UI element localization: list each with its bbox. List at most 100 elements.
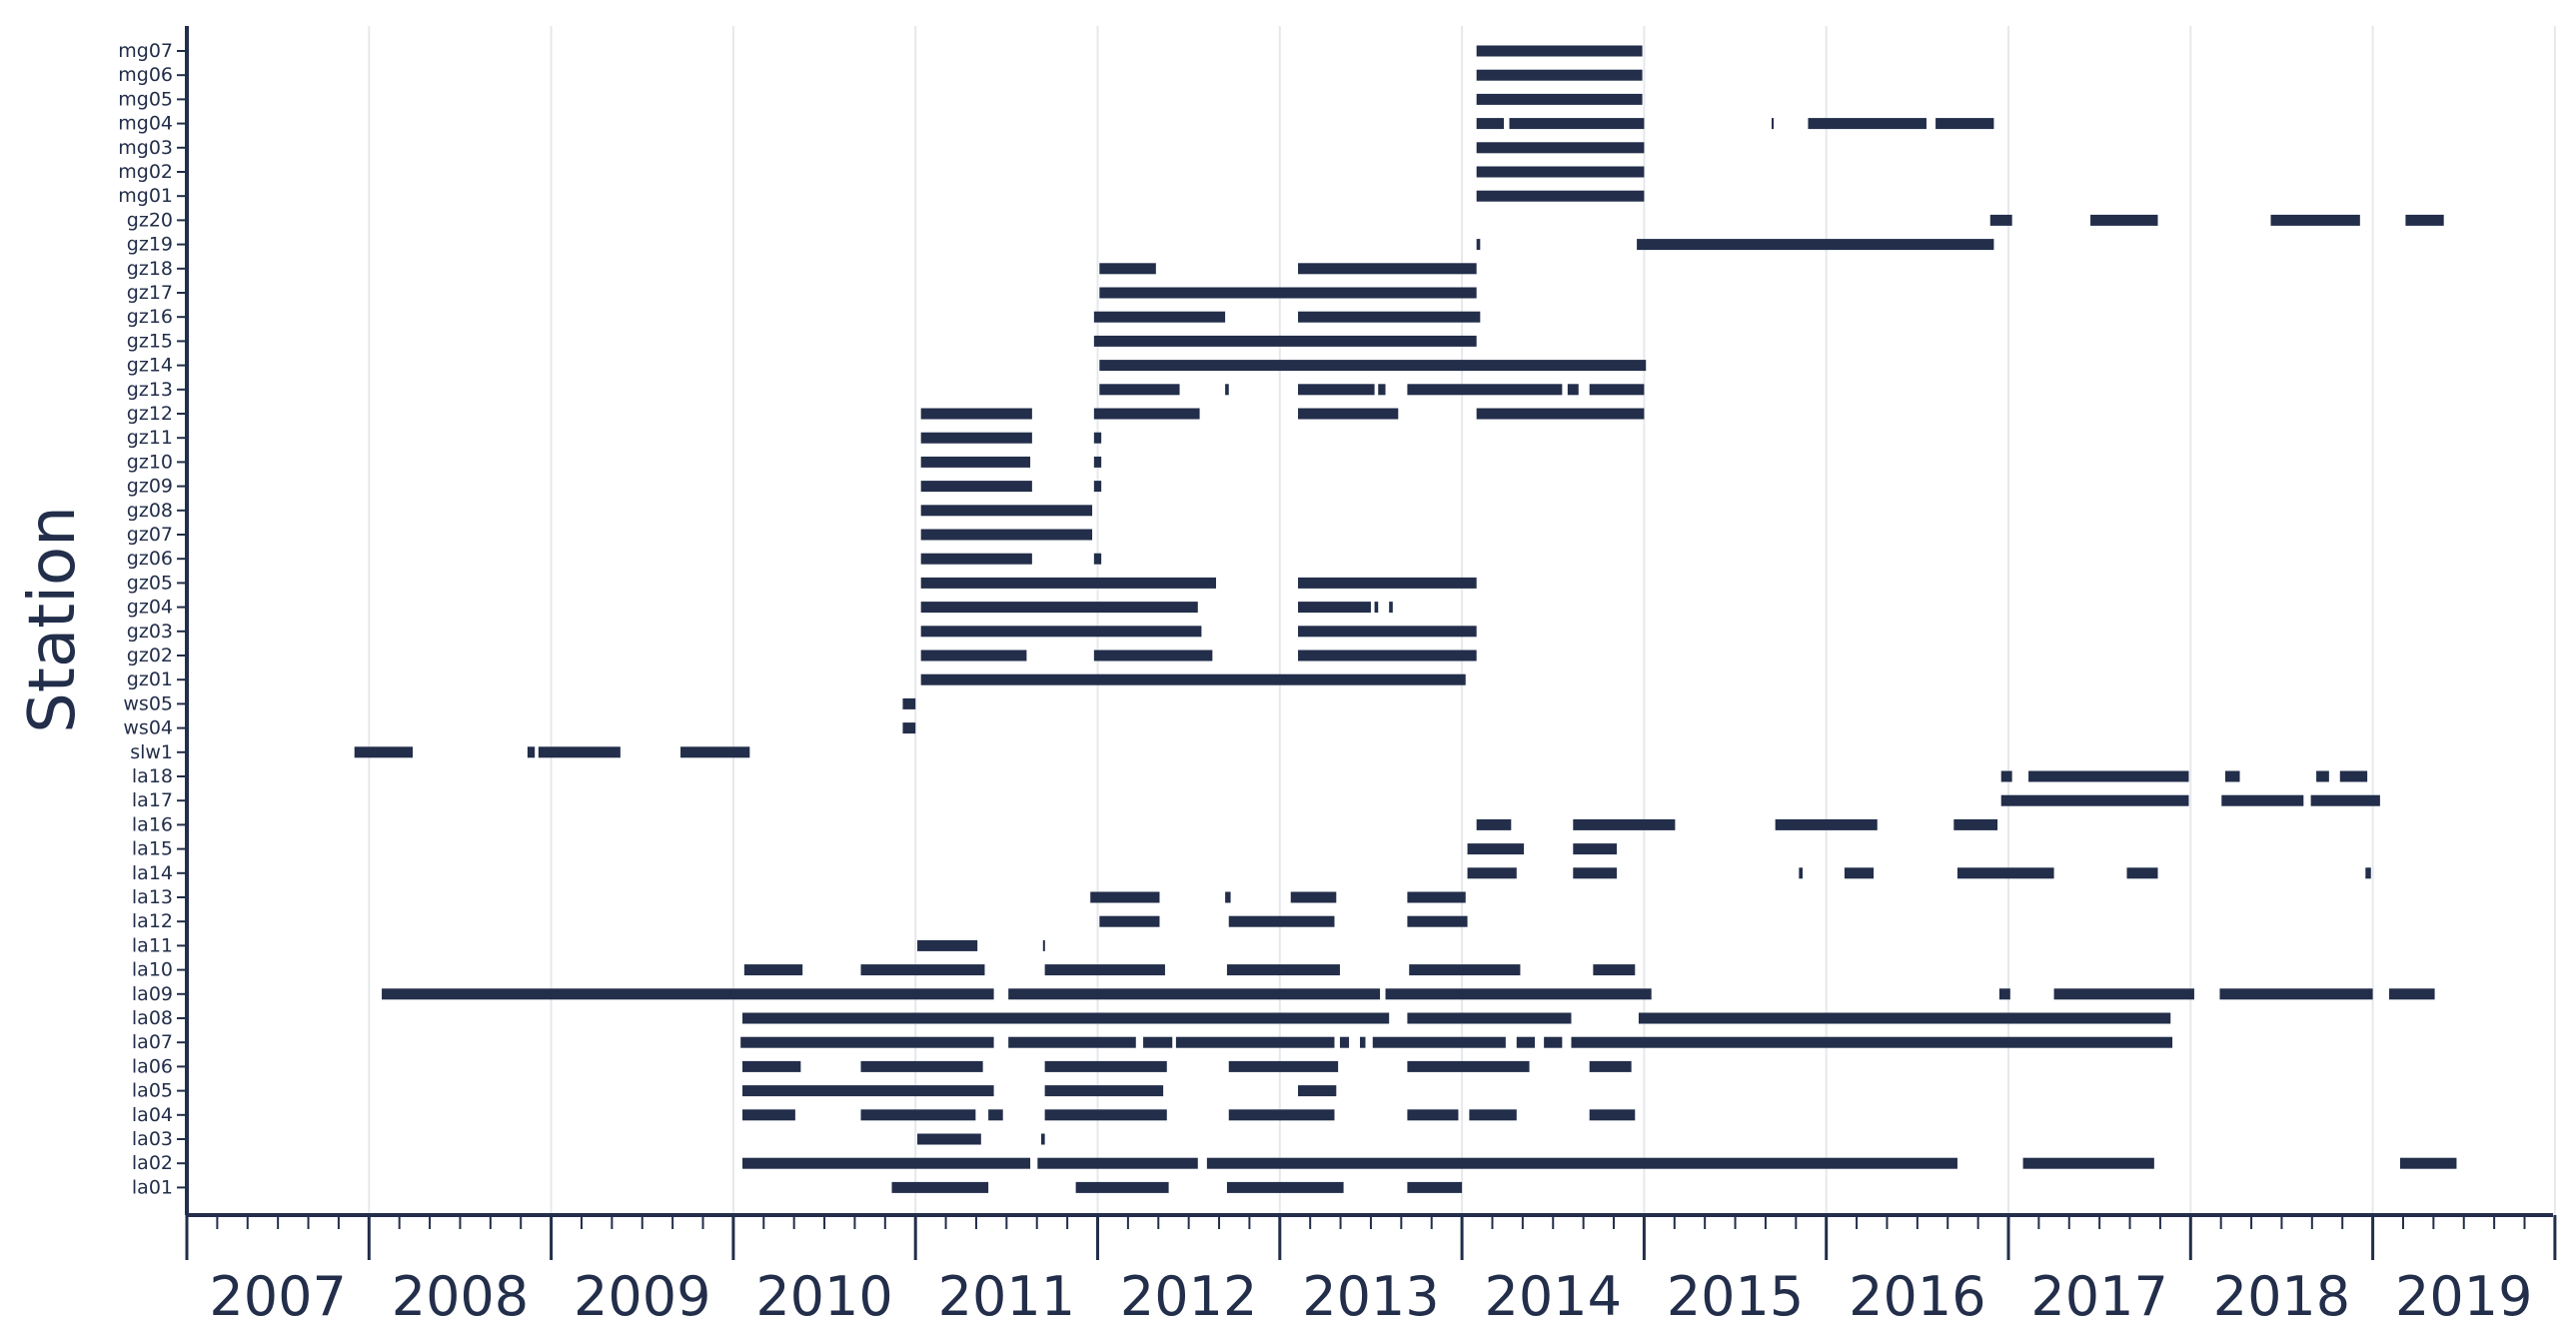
segment-gz12-1	[1093, 408, 1200, 420]
segment-mg06-0	[1476, 69, 1643, 81]
segment-la08-1	[1407, 1012, 1572, 1024]
segment-la14-2	[1799, 867, 1804, 879]
segment-gz07-0	[920, 529, 1093, 541]
segment-gz11-0	[920, 432, 1032, 444]
y-tick-label: mg06	[118, 64, 173, 86]
station-row-gz03	[920, 626, 1477, 638]
x-tick-label: 2019	[2395, 1265, 2532, 1328]
y-tick-label: la10	[132, 959, 173, 981]
y-tick-label: gz05	[127, 572, 173, 594]
segment-gz13-1	[1225, 384, 1229, 396]
station-row-mg04	[1476, 118, 1994, 130]
station-row-la11	[917, 939, 1045, 951]
station-row-ws05	[902, 697, 916, 709]
segment-mg04-1	[1509, 118, 1645, 130]
station-row-gz04	[920, 602, 1393, 614]
segment-gz04-1	[1298, 602, 1371, 614]
segment-gz13-2	[1298, 384, 1375, 396]
segment-gz20-3	[2405, 214, 2444, 226]
y-tick-label: la15	[132, 838, 173, 860]
y-tick-label: gz06	[127, 548, 173, 570]
segment-la10-4	[1409, 964, 1521, 976]
segment-la18-1	[2028, 770, 2189, 782]
segment-la01-1	[1075, 1181, 1169, 1193]
segment-la13-2	[1290, 891, 1337, 903]
x-tick-label: 2016	[1849, 1265, 1985, 1328]
segment-la10-2	[1044, 964, 1165, 976]
segment-la16-2	[1775, 818, 1878, 830]
station-row-slw1	[354, 746, 750, 758]
y-tick-label: la07	[132, 1031, 173, 1053]
segment-la05-0	[742, 1085, 994, 1097]
station-row-la01	[891, 1181, 1463, 1193]
station-segments	[354, 45, 2457, 1193]
segment-la09-0	[382, 988, 994, 1000]
segment-gz13-4	[1407, 384, 1563, 396]
station-row-mg05	[1476, 93, 1643, 105]
station-row-la02	[742, 1157, 2457, 1169]
segment-gz04-3	[1389, 602, 1393, 614]
segment-la02-0	[742, 1157, 1031, 1169]
segment-gz20-2	[2270, 214, 2360, 226]
y-axis-title: Station	[16, 506, 90, 733]
segment-la09-5	[2219, 988, 2373, 1000]
segment-la09-6	[2389, 988, 2435, 1000]
segment-mg04-4	[1935, 118, 1994, 130]
segment-la05-1	[1044, 1085, 1164, 1097]
segment-gz03-0	[920, 626, 1202, 638]
station-row-mg07	[1476, 45, 1643, 57]
station-row-gz01	[920, 673, 1466, 685]
x-tick-label: 2018	[2213, 1265, 2350, 1328]
segment-la06-2	[1044, 1060, 1167, 1072]
y-tick-label: la12	[132, 910, 173, 932]
x-tick-label: 2007	[209, 1265, 346, 1328]
segment-la07-9	[1571, 1036, 2173, 1048]
y-tick-label: la03	[132, 1128, 173, 1150]
segment-la18-4	[2339, 770, 2368, 782]
segment-la07-7	[1516, 1036, 1536, 1048]
y-tick-label: gz20	[127, 209, 173, 231]
segment-gz04-2	[1374, 602, 1379, 614]
segment-gz06-1	[1093, 553, 1102, 565]
segment-gz02-1	[1093, 650, 1213, 662]
segment-gz13-5	[1567, 384, 1579, 396]
x-axis: 2007 2008 2009 2010 2011 2012 2013 2014 2015 2016…	[185, 1213, 2557, 1328]
segment-mg04-3	[1808, 118, 1927, 130]
y-tick-label: gz04	[127, 597, 173, 619]
y-tick-label: la05	[132, 1080, 173, 1102]
y-tick-label: la01	[132, 1176, 173, 1198]
station-row-gz05	[920, 577, 1477, 589]
segment-mg05-0	[1476, 93, 1643, 105]
segment-la06-5	[1589, 1060, 1632, 1072]
station-row-gz14	[1099, 360, 1647, 372]
station-row-mg03	[1476, 142, 1645, 154]
y-tick-label: mg05	[118, 88, 173, 110]
y-tick-label: gz15	[127, 330, 173, 352]
x-tick-label: 2009	[574, 1265, 710, 1328]
station-row-mg02	[1476, 166, 1645, 178]
segment-la13-0	[1090, 891, 1160, 903]
segment-la11-1	[1042, 939, 1045, 951]
y-tick-label: la18	[132, 765, 173, 787]
x-tick-label: 2015	[1667, 1265, 1804, 1328]
segment-slw1-0	[354, 746, 414, 758]
segment-la10-5	[1593, 964, 1636, 976]
y-tick-label: la06	[132, 1055, 173, 1077]
y-tick-label: la17	[132, 789, 173, 811]
segment-la06-0	[742, 1060, 801, 1072]
segment-la06-3	[1228, 1060, 1339, 1072]
segment-la08-2	[1638, 1012, 2171, 1024]
segment-la01-2	[1226, 1181, 1344, 1193]
y-tick-label: gz16	[127, 306, 173, 328]
segment-ws04-0	[902, 722, 916, 734]
segment-gz05-1	[1298, 577, 1477, 589]
station-row-gz20	[1989, 214, 2444, 226]
segment-la09-2	[1385, 988, 1652, 1000]
segment-gz13-6	[1589, 384, 1645, 396]
y-tick-label: gz18	[127, 258, 173, 280]
station-row-gz07	[920, 529, 1093, 541]
segment-la14-0	[1467, 867, 1517, 879]
segment-la06-4	[1407, 1060, 1530, 1072]
segment-gz04-0	[920, 602, 1198, 614]
